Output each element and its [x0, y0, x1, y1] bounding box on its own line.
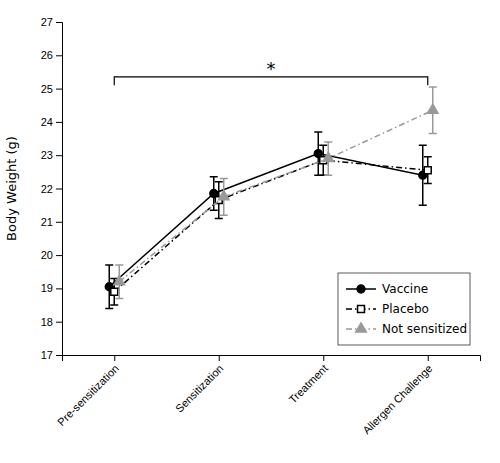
x-tick-label: Sensitization — [173, 362, 226, 415]
marker — [114, 276, 125, 285]
y-tick-mark — [56, 89, 62, 90]
y-tick: 22 — [41, 183, 62, 195]
series — [114, 87, 438, 298]
y-tick: 25 — [41, 83, 62, 95]
error-bar — [419, 145, 427, 205]
y-tick: 17 — [41, 349, 62, 361]
y-tick-label: 26 — [41, 49, 53, 61]
y-tick-label: 20 — [41, 249, 53, 261]
y-tick-mark — [56, 189, 62, 190]
y-tick-mark — [56, 255, 62, 256]
y-tick-label: 22 — [41, 183, 53, 195]
series-line — [109, 154, 423, 287]
x-tick-mark — [428, 355, 429, 361]
legend-item: Vaccine — [346, 282, 428, 296]
y-tick: 24 — [41, 116, 62, 128]
y-axis-title: Body Weight (g) — [4, 136, 19, 241]
y-tick-mark — [56, 222, 62, 223]
y-axis: 17 18 19 20 21 22 23 24 25 26 27 — [41, 16, 63, 361]
y-tick-label: 18 — [41, 316, 53, 328]
error-bar — [424, 157, 432, 184]
x-tick-mark — [219, 355, 220, 361]
legend-item: Not sensitized — [346, 322, 467, 336]
y-tick-mark — [56, 155, 62, 156]
y-tick-label: 17 — [41, 349, 53, 361]
error-bar — [105, 265, 113, 308]
y-tick: 21 — [41, 216, 62, 228]
legend: Vaccine Placebo Not sensitized — [338, 273, 470, 345]
y-tick-label: 23 — [41, 149, 53, 161]
y-tick-label: 24 — [41, 116, 53, 128]
x-tick: Sensitization — [173, 355, 226, 415]
marker — [424, 167, 431, 174]
y-tick: 23 — [41, 149, 62, 161]
marker — [323, 152, 334, 161]
marker — [218, 191, 229, 200]
y-tick-mark — [56, 22, 62, 23]
y-tick: 18 — [41, 316, 62, 328]
x-tick-mark — [323, 355, 324, 361]
x-tick: Treatment — [286, 355, 330, 406]
x-tick-mark — [114, 355, 115, 361]
marker — [111, 288, 118, 295]
legend-marker — [357, 285, 365, 293]
error-bar — [314, 132, 322, 175]
legend-label: Vaccine — [382, 282, 428, 296]
y-tick: 26 — [41, 49, 62, 61]
y-tick: 20 — [41, 249, 62, 261]
legend-marker — [356, 323, 367, 332]
y-axis-line — [56, 23, 63, 356]
x-tick-label: Treatment — [286, 362, 330, 406]
y-tick-mark — [56, 355, 62, 356]
y-tick-label: 21 — [41, 216, 53, 228]
x-tick-label: Allergen Challenge — [360, 362, 434, 436]
series-line — [119, 110, 433, 281]
y-tick-mark — [56, 55, 62, 56]
legend-label: Not sensitized — [382, 322, 467, 336]
marker — [427, 104, 438, 113]
x-tick: Allergen Challenge — [360, 355, 434, 436]
y-tick-mark — [56, 288, 62, 289]
y-tick-label: 25 — [41, 83, 53, 95]
y-tick-label: 27 — [41, 16, 53, 28]
x-axis: Pre-sensitization Sensitization Treatment A… — [55, 355, 481, 436]
x-tick: Pre-sensitization — [55, 355, 121, 428]
legend-frame — [338, 273, 470, 345]
x-tick-label: Pre-sensitization — [55, 362, 121, 428]
y-tick-label: 19 — [41, 282, 53, 294]
legend-label: Placebo — [382, 302, 429, 316]
x-axis-line — [63, 356, 481, 362]
y-tick: 27 — [41, 16, 62, 28]
significance-star: * — [267, 58, 276, 79]
plot: 17 18 19 20 21 22 23 24 25 26 27 Pre-sensitization S… — [4, 16, 481, 436]
y-tick-mark — [56, 122, 62, 123]
chart: 17 18 19 20 21 22 23 24 25 26 27 Pre-sensitization S… — [0, 0, 500, 463]
y-tick: 19 — [41, 282, 62, 294]
y-tick-mark — [56, 322, 62, 323]
legend-item: Placebo — [346, 302, 429, 316]
legend-marker — [358, 306, 365, 313]
